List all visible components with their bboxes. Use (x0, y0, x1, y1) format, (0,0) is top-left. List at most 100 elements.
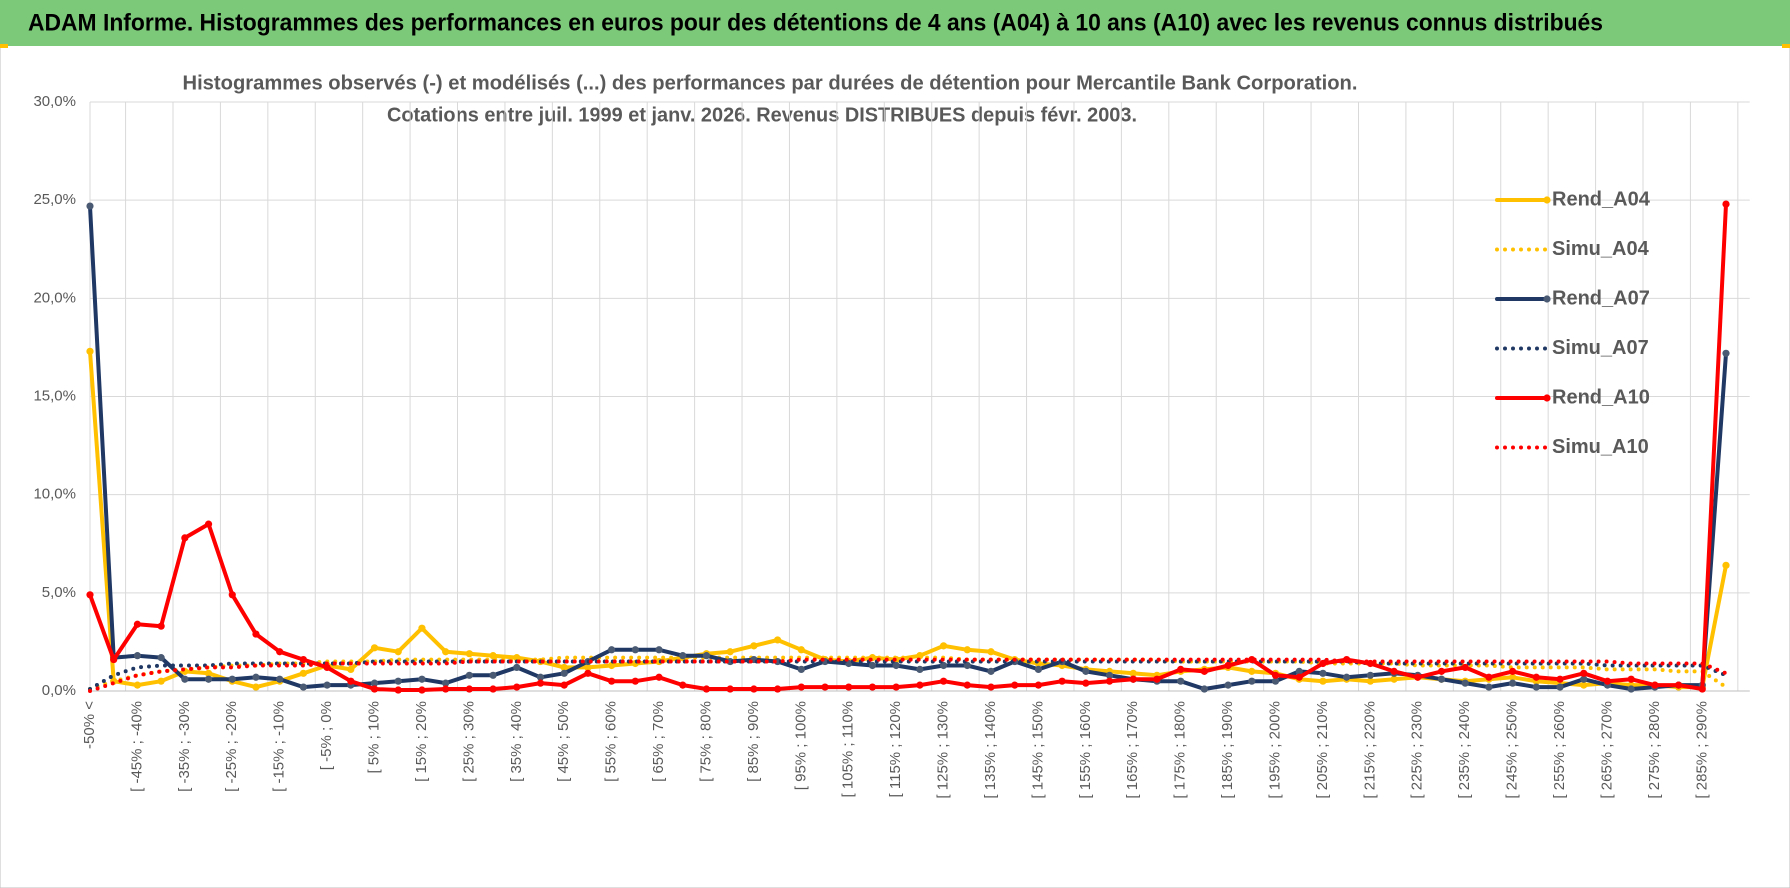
series-line (88, 202, 1728, 692)
legend-label: Rend_A10 (1552, 386, 1650, 408)
data-point (1248, 677, 1256, 685)
y-tick-label: 15,0% (33, 387, 76, 404)
data-point (1532, 673, 1540, 681)
data-point (963, 661, 971, 670)
x-tick-label: [ 155% ; 160% (1077, 701, 1094, 799)
x-tick-label: [ 265% ; 270% (1598, 701, 1615, 799)
data-point (1509, 673, 1517, 681)
legend-label: Simu_A10 (1552, 436, 1649, 458)
data-point (157, 654, 165, 662)
data-point (1722, 561, 1730, 569)
data-point (963, 646, 971, 654)
data-point (299, 669, 307, 677)
data-point (1651, 681, 1659, 689)
header-accent (1782, 44, 1790, 48)
x-tick-label: [ 285% ; 290% (1693, 701, 1710, 799)
header-accent (0, 44, 8, 48)
x-tick-label: -50% < (81, 701, 98, 749)
data-point (1200, 667, 1208, 675)
data-point (963, 681, 971, 689)
data-point (868, 683, 877, 691)
data-point (299, 683, 307, 691)
data-point (1319, 677, 1327, 685)
data-point (1295, 667, 1303, 675)
data-point (1105, 671, 1114, 679)
y-tick-label: 30,0% (33, 93, 76, 110)
data-point (1722, 349, 1730, 357)
data-point (370, 685, 379, 693)
chart-subtitle: Cotations entre juil. 1999 et janv. 2026… (387, 104, 1137, 126)
data-point (1366, 677, 1374, 685)
x-tick-label: [ 15% ; 20% (413, 701, 430, 782)
data-point (418, 686, 426, 694)
data-point (560, 663, 568, 672)
data-point (489, 671, 497, 679)
data-point (655, 673, 663, 681)
data-point (133, 620, 142, 628)
data-point (608, 646, 616, 654)
data-point (1034, 681, 1043, 689)
data-point (608, 677, 616, 685)
data-point (228, 591, 236, 599)
data-point (1082, 679, 1090, 687)
data-point (773, 636, 782, 644)
data-point (679, 652, 687, 660)
data-point (394, 648, 402, 656)
data-point (299, 655, 307, 664)
legend-label: Rend_A04 (1552, 188, 1651, 210)
data-point (1556, 675, 1564, 683)
data-point (1698, 685, 1706, 693)
data-point (442, 648, 450, 656)
data-point (1485, 683, 1493, 691)
x-tick-label: [ 215% ; 220% (1361, 701, 1378, 799)
data-point (1390, 675, 1398, 683)
x-tick-label: [ 145% ; 150% (1029, 701, 1046, 799)
data-point (868, 661, 877, 670)
x-tick-label: [ 85% ; 90% (745, 701, 762, 782)
data-point (1224, 681, 1232, 689)
data-point (536, 673, 545, 681)
data-point (1058, 677, 1066, 685)
data-point (370, 679, 379, 687)
data-point (1437, 675, 1446, 683)
data-point (1485, 673, 1493, 681)
data-point (1414, 673, 1422, 681)
legend-marker (1543, 394, 1551, 402)
data-point (726, 648, 734, 656)
x-tick-label: [ 225% ; 230% (1409, 701, 1426, 799)
data-point (252, 630, 260, 638)
x-tick-label: [ 35% ; 40% (508, 701, 525, 782)
data-point (489, 652, 497, 660)
series-line (88, 655, 1728, 691)
y-tick-label: 0,0% (42, 682, 76, 699)
data-point (560, 681, 568, 689)
x-tick-label: [ 175% ; 180% (1172, 701, 1189, 799)
data-point (110, 655, 118, 664)
x-tick-label: [ 125% ; 130% (935, 701, 952, 799)
data-point (86, 591, 94, 599)
data-point (987, 683, 995, 691)
data-point (204, 669, 213, 677)
data-point (1437, 667, 1446, 675)
data-point (513, 663, 521, 672)
x-tick-label: [ 25% ; 30% (460, 701, 477, 782)
data-point (133, 652, 142, 660)
data-point (1177, 665, 1185, 674)
data-point (655, 646, 663, 654)
data-point (845, 683, 853, 691)
data-point (726, 685, 734, 693)
data-point (1509, 679, 1517, 687)
data-point (204, 520, 213, 528)
data-point (1343, 673, 1351, 681)
data-point (157, 677, 165, 685)
data-point (513, 683, 521, 691)
data-point (347, 677, 355, 685)
data-point (987, 648, 995, 656)
data-point (394, 677, 402, 685)
data-point (370, 644, 379, 652)
legend-marker (1543, 295, 1551, 303)
data-point (204, 675, 213, 683)
data-point (584, 669, 592, 677)
